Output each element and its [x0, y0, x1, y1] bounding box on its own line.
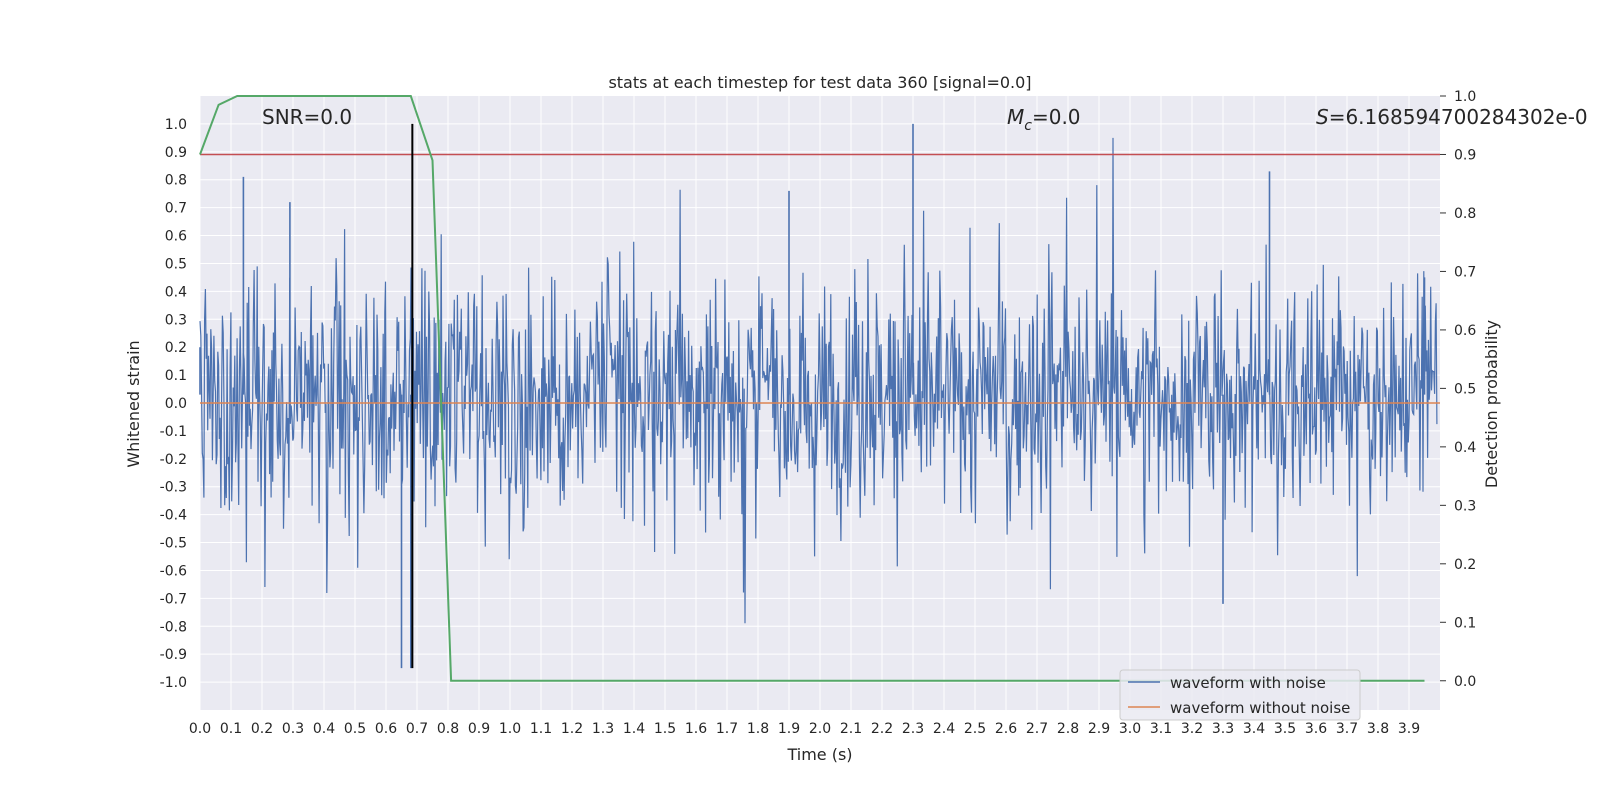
- x-tick-label: 1.1: [530, 721, 552, 737]
- x-tick-label: 0.3: [282, 721, 304, 737]
- y-tick-label: -0.6: [160, 563, 187, 579]
- y-axis-left: 1.0 0.9 0.8 0.7 0.6 0.5 0.4 0.3 0.2 0.1 0.0 -0.1 -0.…: [160, 117, 187, 691]
- x-tick-label: 0.1: [220, 721, 242, 737]
- y-tick-label: 0.7: [165, 201, 187, 217]
- x-tick-label: 2.1: [840, 721, 862, 737]
- y-tick-label: -0.3: [160, 480, 187, 496]
- legend: waveform with noise waveform without noi…: [1119, 669, 1361, 721]
- y-tick-label: 0.8: [165, 173, 187, 189]
- y-tick-label: 0.9: [165, 145, 187, 161]
- y2-tick-label: 1.0: [1454, 89, 1476, 105]
- x-tick-label: 0.7: [406, 721, 428, 737]
- x-tick-label: 2.6: [995, 721, 1017, 737]
- y2-tick-label: 0.3: [1454, 498, 1476, 514]
- x-tick-label: 2.4: [933, 721, 955, 737]
- y-tick-label: 0.6: [165, 229, 187, 245]
- x-tick-label: 0.6: [375, 721, 397, 737]
- x-tick-label: 2.8: [1057, 721, 1079, 737]
- x-tick-label: 3.9: [1398, 721, 1420, 737]
- x-tick-label: 1.9: [778, 721, 800, 737]
- y2-tick-label: 0.2: [1454, 557, 1476, 573]
- y-tick-label: -0.8: [160, 619, 187, 635]
- y2-tick-label: 0.8: [1454, 206, 1476, 222]
- x-tick-label: 3.4: [1243, 721, 1265, 737]
- y-tick-label: -0.7: [160, 591, 187, 607]
- probability-line: [199, 95, 1425, 682]
- x-tick-label: 2.3: [902, 721, 924, 737]
- x-tick-label: 2.9: [1088, 721, 1110, 737]
- x-tick-label: 3.1: [1150, 721, 1172, 737]
- x-tick-label: 0.2: [251, 721, 273, 737]
- y2-tick-label: 0.7: [1454, 264, 1476, 280]
- y-axis-right: 1.0 0.9 0.8 0.7 0.6 0.5 0.4 0.3 0.2 0.1 0.0: [1440, 89, 1476, 690]
- y-tick-label: 0.4: [165, 284, 187, 300]
- x-tick-label: 2.5: [964, 721, 986, 737]
- x-tick-label: 1.2: [561, 721, 583, 737]
- snr-annotation: SNR=0.0: [262, 105, 352, 129]
- y2-axis-label: Detection probability: [1482, 320, 1501, 488]
- y2-tick-label: 0.9: [1454, 147, 1476, 163]
- y-tick-label: 1.0: [165, 117, 187, 133]
- legend-box: [1119, 669, 1361, 721]
- y-tick-label: 0.5: [165, 256, 187, 272]
- chirp-mass-annotation: Mc=0.0: [1007, 105, 1081, 134]
- x-tick-label: 3.6: [1305, 721, 1327, 737]
- x-axis-label: Time (s): [786, 745, 852, 764]
- chart-title: stats at each timestep for test data 360…: [608, 73, 1031, 92]
- y-tick-label: -0.9: [160, 647, 187, 663]
- y2-tick-label: 0.5: [1454, 381, 1476, 397]
- x-tick-label: 0.8: [437, 721, 459, 737]
- y-tick-label: -0.4: [160, 508, 187, 524]
- x-tick-label: 3.7: [1336, 721, 1358, 737]
- x-tick-label: 1.0: [499, 721, 521, 737]
- x-tick-label: 1.4: [623, 721, 645, 737]
- x-tick-label: 3.5: [1274, 721, 1296, 737]
- y2-tick-label: 0.0: [1454, 674, 1476, 690]
- x-tick-label: 0.9: [468, 721, 490, 737]
- x-tick-label: 1.7: [716, 721, 738, 737]
- x-tick-label: 2.2: [871, 721, 893, 737]
- x-tick-label: 2.0: [809, 721, 831, 737]
- y-tick-label: -0.1: [160, 424, 187, 440]
- y2-tick-label: 0.6: [1454, 323, 1476, 339]
- x-tick-label: 0.4: [313, 721, 335, 737]
- y-tick-label: 0.1: [165, 368, 187, 384]
- y2-tick-label: 0.4: [1454, 440, 1476, 456]
- y-tick-label: 0.0: [165, 396, 187, 412]
- y2-tick-label: 0.1: [1454, 615, 1476, 631]
- y-tick-label: 0.2: [165, 340, 187, 356]
- s-annotation: S=6.168594700284302e-0: [1316, 105, 1588, 129]
- y-tick-label: -0.2: [160, 452, 187, 468]
- x-axis: 0.0 0.1 0.2 0.3 0.4 0.5 0.6 0.7 0.8 0.9 1.0 1.1 1.2 1…: [189, 721, 1420, 737]
- y-axis-label: Whitened strain: [124, 340, 143, 467]
- x-tick-label: 3.2: [1181, 721, 1203, 737]
- x-tick-label: 3.0: [1119, 721, 1141, 737]
- series-noise-peaks: [199, 123, 1426, 669]
- noise-waveform-layer: [199, 123, 1438, 669]
- series-noise-line: [199, 137, 1438, 624]
- series-layer: [199, 95, 1440, 682]
- x-tick-label: 3.3: [1212, 721, 1234, 737]
- legend-label-noise: waveform with noise: [1170, 674, 1326, 692]
- legend-label-clean: waveform without noise: [1170, 699, 1350, 717]
- x-tick-label: 0.0: [189, 721, 211, 737]
- x-tick-label: 1.5: [654, 721, 676, 737]
- y-tick-label: -1.0: [160, 675, 187, 691]
- x-tick-label: 1.3: [592, 721, 614, 737]
- y-tick-label: 0.3: [165, 312, 187, 328]
- x-tick-label: 3.8: [1367, 721, 1389, 737]
- x-tick-label: 1.6: [685, 721, 707, 737]
- y-tick-label: -0.5: [160, 536, 187, 552]
- x-tick-label: 1.8: [747, 721, 769, 737]
- x-tick-label: 2.7: [1026, 721, 1048, 737]
- x-tick-label: 0.5: [344, 721, 366, 737]
